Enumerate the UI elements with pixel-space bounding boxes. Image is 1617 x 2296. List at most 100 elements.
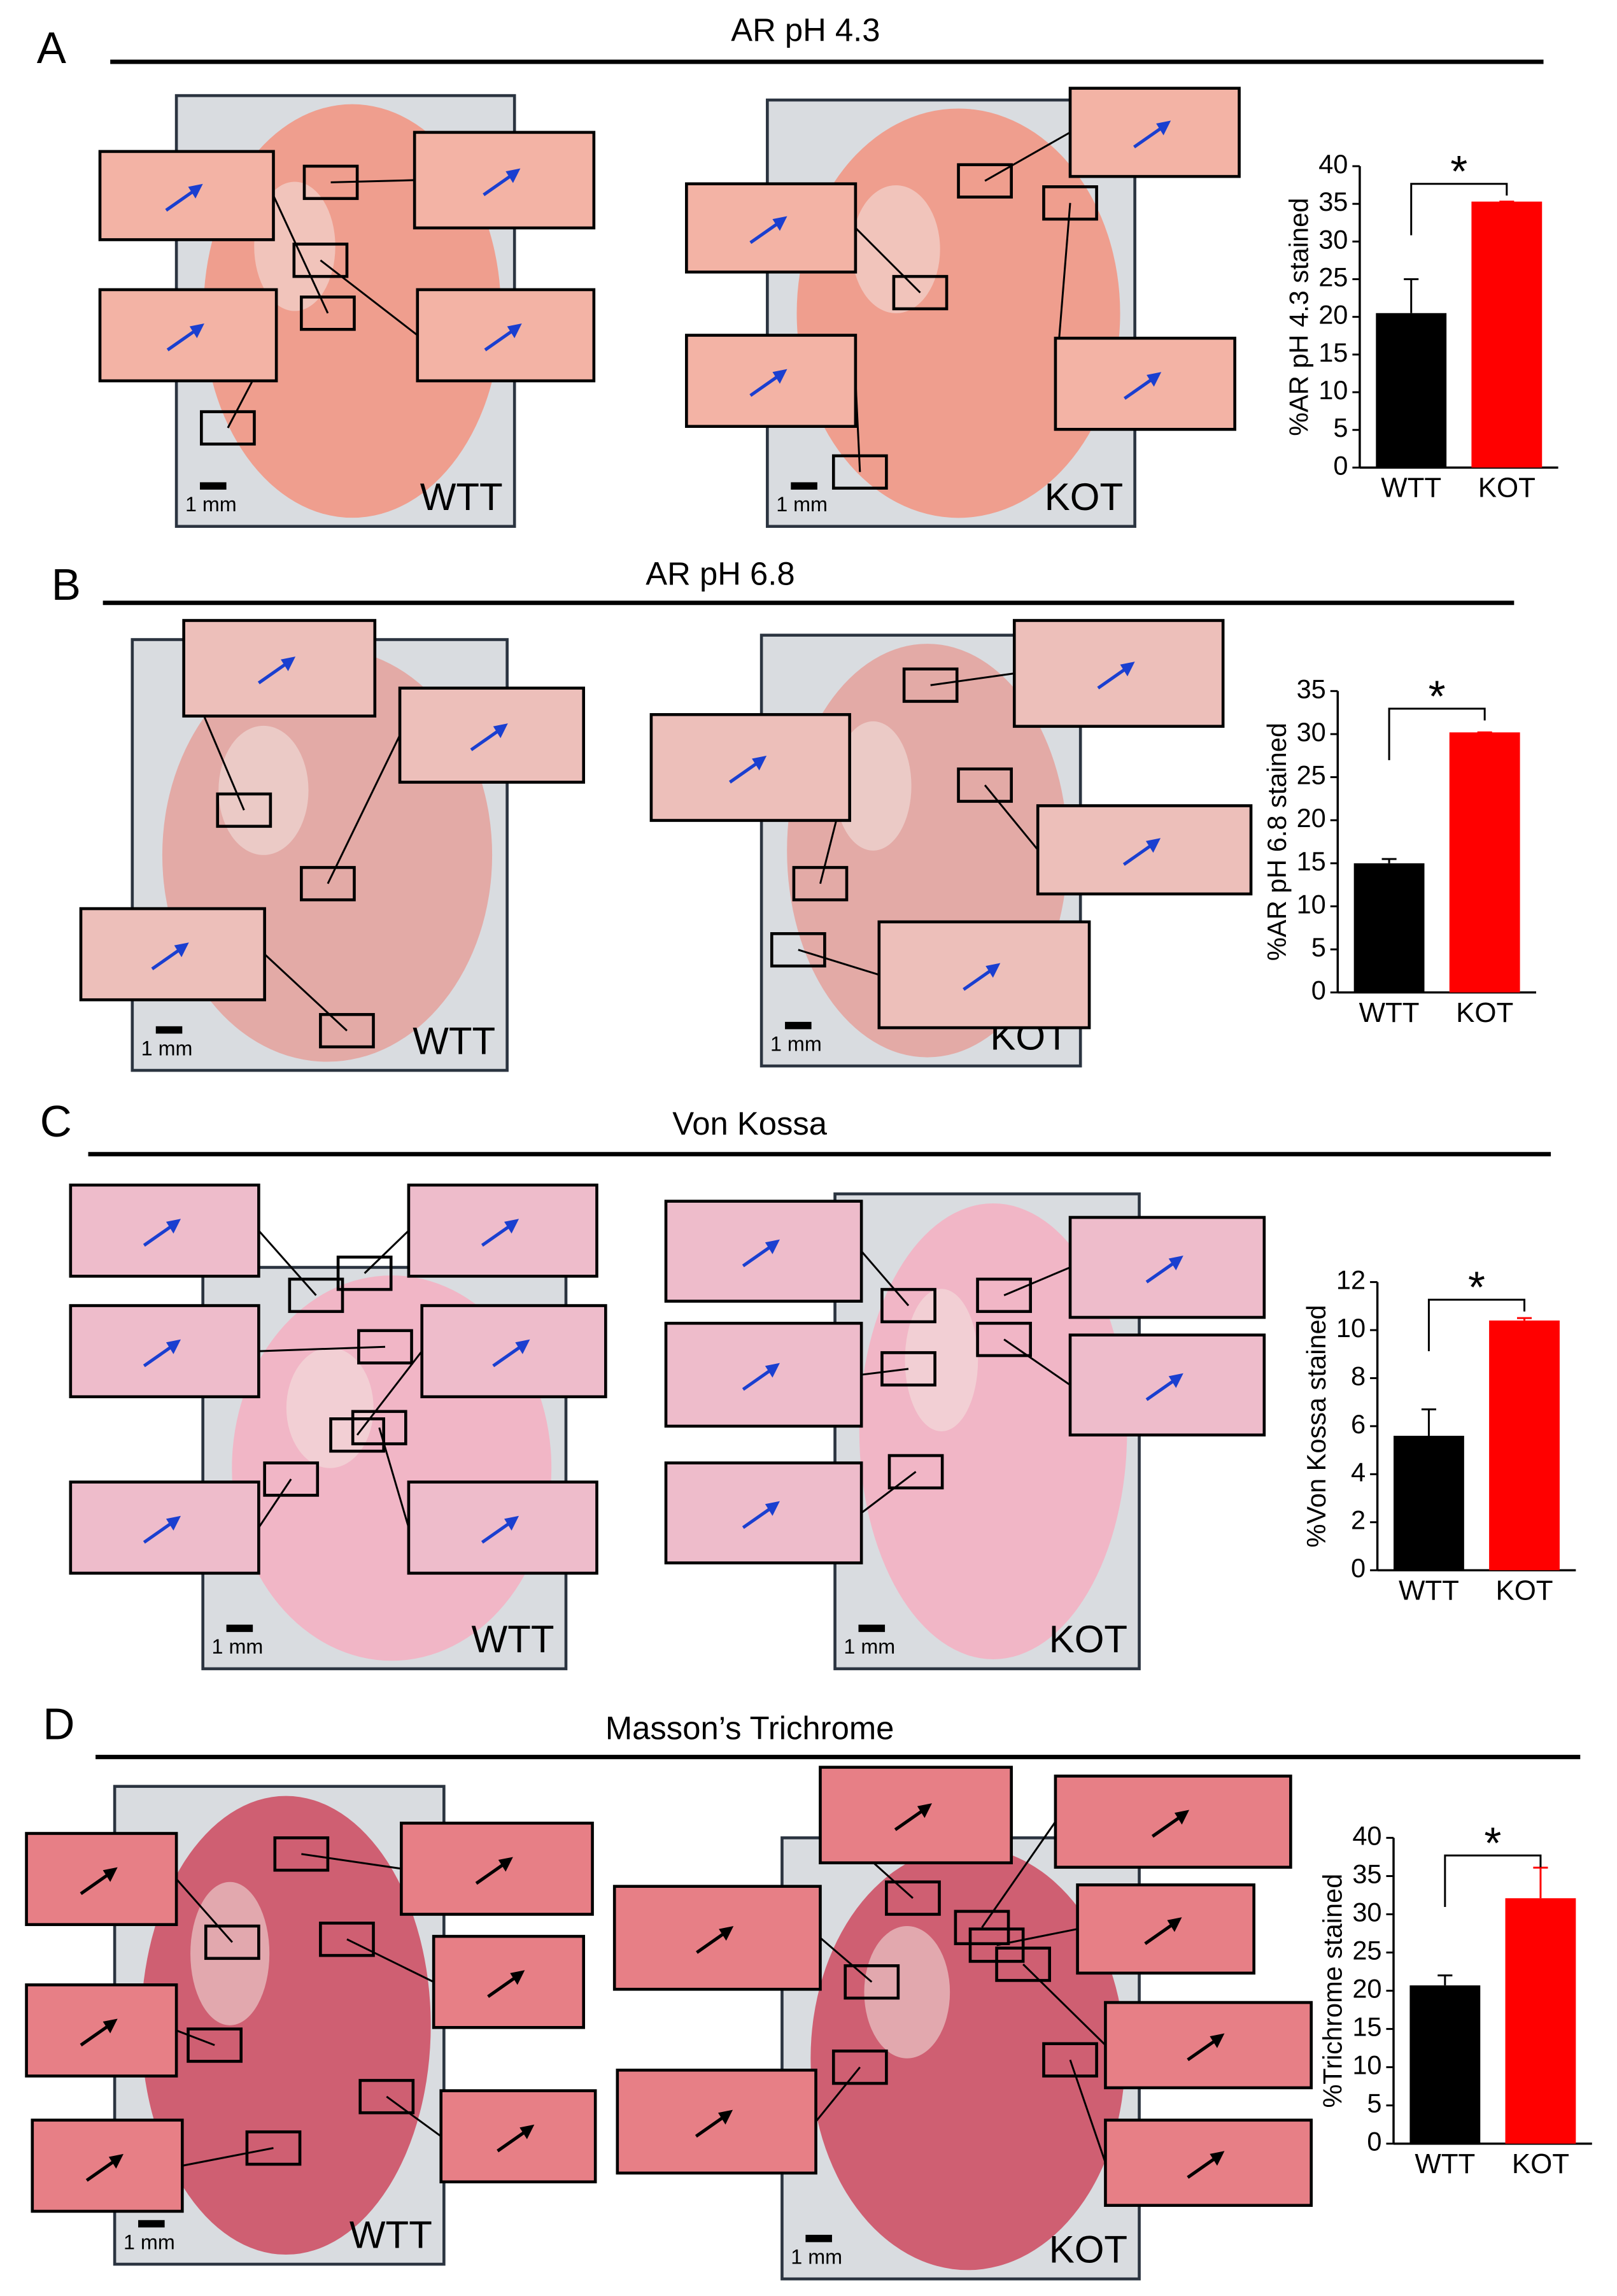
arrow-shaft xyxy=(1145,1260,1177,1284)
roi-box xyxy=(200,410,256,446)
x-tick-label: KOT xyxy=(1478,472,1536,504)
roi-box xyxy=(351,1410,407,1445)
significance-mark: * xyxy=(1468,1263,1485,1312)
roi-box xyxy=(957,163,1013,199)
roi-box xyxy=(885,1880,941,1916)
arrow-head xyxy=(772,216,787,231)
roi-box xyxy=(892,274,949,311)
arrow-head xyxy=(102,2018,118,2034)
connector xyxy=(930,672,1015,686)
arrow-head xyxy=(1210,2033,1225,2048)
arrow-head xyxy=(189,323,204,339)
panel-letter: A xyxy=(37,23,67,73)
arrow-head xyxy=(281,656,296,672)
arrow-head xyxy=(1145,838,1161,853)
kidney-hilum xyxy=(835,721,912,851)
arrow-head xyxy=(166,1339,181,1354)
arrow-shaft xyxy=(470,728,502,751)
arrow-shaft xyxy=(695,2114,726,2138)
arrow-head xyxy=(1120,662,1135,677)
arrow-shaft xyxy=(1187,2037,1218,2062)
x-tick-label: KOT xyxy=(1512,2148,1569,2179)
y-tick-label: 0 xyxy=(1367,2127,1381,2157)
roi-box xyxy=(292,243,349,278)
arrow-shaft xyxy=(1145,1377,1177,1401)
kidney-hilum xyxy=(218,725,309,855)
connector xyxy=(364,1229,409,1274)
y-tick-label: 20 xyxy=(1318,300,1348,330)
arrow-shaft xyxy=(492,1343,524,1368)
arrow-shaft xyxy=(165,188,197,212)
arrow-head xyxy=(752,755,767,771)
bar xyxy=(1489,1320,1560,1571)
scale-bar xyxy=(791,482,817,490)
y-tick-label: 0 xyxy=(1333,450,1348,480)
roi-box xyxy=(336,1256,393,1291)
bar xyxy=(1449,732,1520,993)
arrow-head xyxy=(1210,2151,1225,2166)
connector xyxy=(984,131,1071,182)
arrow-shaft xyxy=(143,1520,174,1544)
bar xyxy=(1471,201,1543,468)
roi-box xyxy=(216,792,272,828)
arrow-head xyxy=(498,1857,513,1872)
arrow-shaft xyxy=(749,373,781,397)
image-label: KOT xyxy=(1049,1618,1127,1661)
y-tick-label: 15 xyxy=(1352,2012,1381,2042)
y-axis-label: %Von Kossa stained xyxy=(1301,1305,1331,1547)
y-tick-label: 2 xyxy=(1351,1505,1366,1535)
roi-box xyxy=(976,1321,1032,1357)
connector xyxy=(861,1471,917,1514)
scale-label: 1 mm xyxy=(776,493,828,516)
roi-box xyxy=(300,295,356,331)
arrow-shaft xyxy=(1187,2155,1218,2179)
arrow-head xyxy=(1156,120,1171,136)
panel-letter: B xyxy=(52,560,81,609)
panel-letter: D xyxy=(43,1699,74,1749)
kidney-section xyxy=(141,1796,431,2255)
arrow-shaft xyxy=(1122,842,1154,866)
roi-box xyxy=(288,1277,344,1314)
y-tick-label: 40 xyxy=(1318,149,1348,179)
roi-box xyxy=(1042,185,1098,221)
arrow-shaft xyxy=(475,1861,507,1885)
arrow-head xyxy=(515,1339,530,1354)
scale-label: 1 mm xyxy=(770,1032,822,1055)
connector xyxy=(1003,1266,1071,1296)
y-tick-label: 25 xyxy=(1352,1936,1381,1966)
y-tick-label: 5 xyxy=(1311,932,1326,962)
connector xyxy=(176,2029,215,2046)
panel-title: Masson’s Trichrome xyxy=(605,1710,894,1746)
roi-box xyxy=(831,454,888,490)
arrow-shaft xyxy=(1144,1922,1176,1945)
y-tick-label: 10 xyxy=(1297,889,1326,919)
roi-box xyxy=(358,2079,415,2115)
y-tick-label: 5 xyxy=(1367,2088,1381,2118)
arrow-shaft xyxy=(143,1343,174,1368)
panel: D Masson’s Trichrome 1 mm WTT 1 mm KOT 0 5 10 15 2… xyxy=(25,1699,1592,2281)
y-tick-label: 35 xyxy=(1318,187,1348,216)
arrow-shaft xyxy=(80,1871,111,1896)
image-label: WTT xyxy=(420,476,503,518)
image-label: KOT xyxy=(1049,2228,1127,2271)
scale-bar xyxy=(226,1624,253,1633)
connector xyxy=(1022,1963,1106,2046)
scale-bar xyxy=(785,1021,812,1030)
arrow-shaft xyxy=(742,1244,773,1268)
arrow-shaft xyxy=(894,1808,926,1831)
x-tick-label: KOT xyxy=(1456,997,1513,1028)
bar xyxy=(1376,313,1447,468)
inset-image xyxy=(685,334,858,429)
roi-box xyxy=(319,1013,375,1049)
y-tick-label: 25 xyxy=(1318,262,1348,292)
connector xyxy=(819,1937,873,1983)
arrow-shaft xyxy=(497,2129,528,2153)
roi-box xyxy=(902,667,959,703)
connector xyxy=(301,1853,402,1870)
y-tick-label: 4 xyxy=(1351,1457,1366,1487)
arrow-shaft xyxy=(166,328,198,351)
connector xyxy=(860,1251,910,1307)
y-tick-label: 40 xyxy=(1352,1820,1381,1850)
roi-box xyxy=(887,1454,944,1490)
arrow-head xyxy=(102,1867,118,1882)
